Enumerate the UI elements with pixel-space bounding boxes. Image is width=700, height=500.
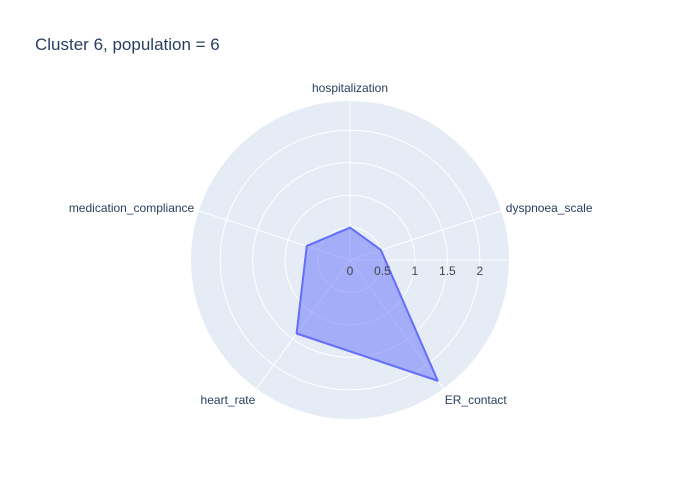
angular-label-heart_rate: heart_rate xyxy=(201,393,256,407)
angular-label-dyspnoea_scale: dyspnoea_scale xyxy=(506,201,593,215)
angular-label-hospitalization: hospitalization xyxy=(312,81,388,95)
radial-tick-layer: 0 0.5 1 1.5 2 xyxy=(347,264,484,278)
radial-tick-label: 1 xyxy=(412,264,419,278)
angular-label-medication_compliance: medication_compliance xyxy=(69,201,195,215)
radial-tick-label: 2 xyxy=(476,264,483,278)
angular-label-ER_contact: ER_contact xyxy=(445,393,508,407)
chart-title: Cluster 6, population = 6 xyxy=(35,35,220,54)
series-area xyxy=(295,226,439,382)
series-layer xyxy=(295,226,439,382)
radial-tick-label: 0 xyxy=(347,264,354,278)
radial-tick-label: 1.5 xyxy=(439,264,456,278)
angular-label-layer: hospitalization dyspnoea_scale ER_contact h… xyxy=(69,81,593,407)
radial-tick-label: 0.5 xyxy=(374,264,391,278)
